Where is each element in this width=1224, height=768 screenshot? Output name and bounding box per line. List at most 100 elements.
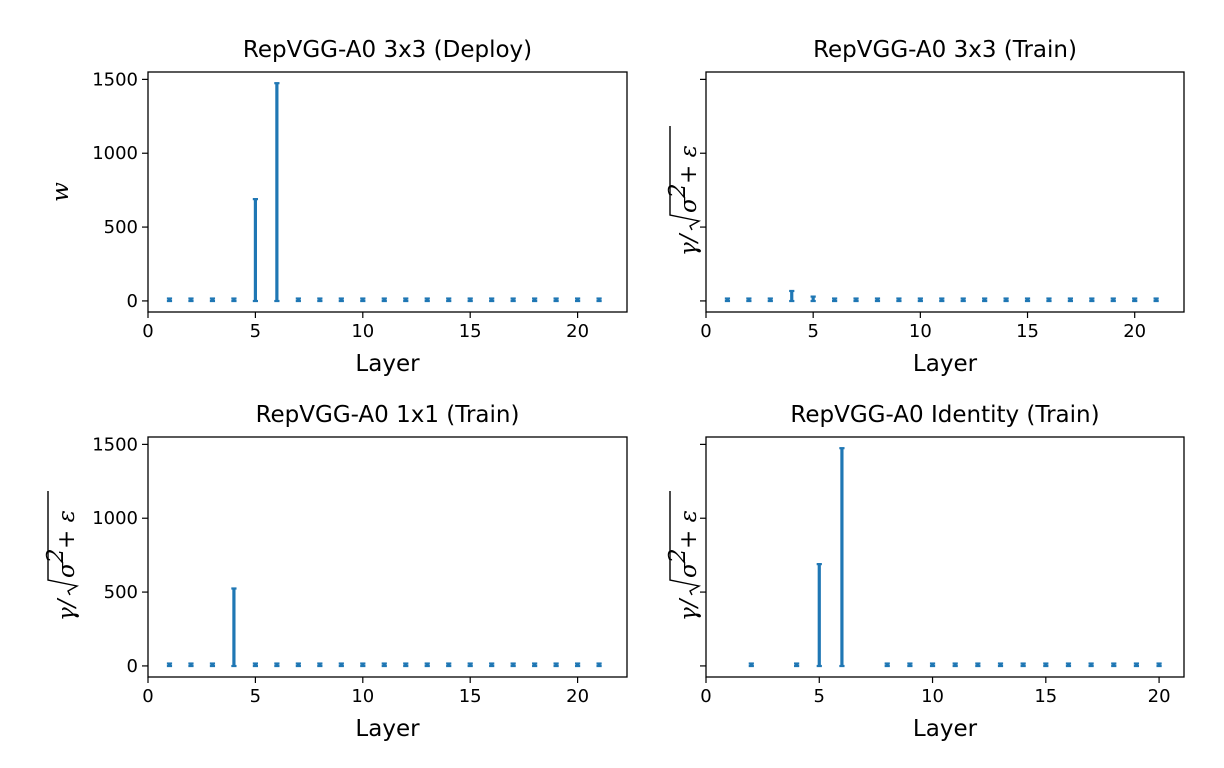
range-max-cap-layer-6 [274, 82, 280, 85]
y-axis-label: γ/σ2+ ε [665, 126, 702, 256]
range-bar-layer-6 [833, 298, 837, 301]
range-bar-layer-15 [468, 298, 472, 301]
panel-title: RepVGG-A0 3x3 (Deploy) [243, 37, 532, 63]
range-bar-layer-20 [575, 298, 580, 301]
panel-2: RepVGG-A0 3x3 (Train) 0 5 10 15 20 Layer γ/σ2+ … [665, 37, 1185, 377]
range-min-cap-layer-6 [839, 664, 845, 668]
range-max-cap-layer-8 [317, 662, 323, 665]
range-bar-layer-8 [318, 663, 322, 666]
range-bar-layer-14 [447, 663, 451, 666]
range-min-cap-layer-5 [816, 664, 822, 668]
range-bar-layer-1 [725, 298, 730, 301]
x-tick-label: 0 [700, 686, 711, 707]
range-max-cap-layer-1 [166, 662, 173, 665]
x-tick-label: 15 [1034, 686, 1057, 707]
range-min-cap-layer-6 [274, 299, 280, 303]
sqrt-radical [669, 126, 701, 231]
range-max-cap-layer-18 [1089, 297, 1095, 300]
range-max-cap-layer-17 [510, 297, 516, 300]
range-max-cap-layer-10 [917, 297, 923, 300]
range-min-cap-layer-7 [295, 299, 301, 303]
range-max-cap-layer-6 [832, 297, 838, 300]
range-bar-layer-8 [318, 298, 322, 301]
range-max-cap-layer-3 [209, 297, 216, 300]
range-max-cap-layer-1 [724, 297, 731, 300]
range-bar-layer-10 [361, 298, 365, 301]
x-tick-label: 5 [250, 321, 261, 342]
range-bar-layer-15 [1044, 663, 1048, 666]
range-max-cap-layer-19 [1110, 297, 1116, 300]
range-max-cap-layer-21 [596, 662, 602, 665]
range-min-cap-layer-21 [596, 664, 602, 668]
range-bar-layer-20 [1133, 298, 1137, 301]
range-bar-layer-11 [940, 298, 944, 301]
svg-text:σ: σ [54, 561, 80, 578]
range-min-cap-layer-2 [748, 664, 754, 668]
range-bar-layer-4 [232, 588, 236, 666]
range-bar-layer-6 [840, 448, 844, 666]
range-bar-layer-13 [998, 663, 1003, 666]
y-axis-label: γ/σ2+ ε [665, 491, 702, 621]
range-min-cap-layer-11 [381, 299, 387, 303]
range-min-cap-layer-15 [1024, 299, 1031, 303]
y-tick-label: 500 [104, 217, 138, 238]
range-bar-layer-17 [511, 663, 515, 666]
range-max-cap-layer-9 [338, 297, 344, 300]
svg-text:γ/: γ/ [676, 597, 702, 621]
range-bar-layer-14 [447, 298, 451, 301]
range-min-cap-layer-5 [252, 299, 258, 303]
range-min-cap-layer-17 [510, 664, 516, 668]
range-min-cap-layer-19 [553, 664, 559, 668]
range-min-cap-layer-17 [1088, 664, 1094, 668]
range-min-cap-layer-10 [929, 664, 936, 668]
range-max-cap-layer-11 [381, 297, 387, 300]
range-min-cap-layer-15 [467, 299, 473, 303]
range-max-cap-layer-19 [1133, 662, 1140, 665]
range-bar-layer-10 [930, 663, 935, 666]
range-bar-layer-5 [817, 564, 821, 666]
range-max-cap-layer-5 [252, 198, 258, 201]
range-min-cap-layer-16 [1046, 299, 1052, 303]
plot-frame [147, 436, 628, 678]
range-min-cap-layer-5 [252, 664, 258, 668]
range-max-cap-layer-19 [553, 662, 559, 665]
range-bar-layer-9 [339, 663, 343, 666]
range-bar-layer-19 [1111, 298, 1115, 301]
range-min-cap-layer-8 [317, 299, 323, 303]
plot-frame [705, 71, 1185, 313]
panel-1: RepVGG-A0 3x3 (Deploy) 0 5 10 15 20 0 500 1000 15… [48, 37, 628, 377]
range-max-cap-layer-3 [209, 662, 216, 665]
range-max-cap-layer-9 [907, 662, 913, 665]
panel-4: RepVGG-A0 Identity (Train) 0 5 10 15 20 Layer γ… [665, 402, 1185, 742]
range-min-cap-layer-17 [1067, 299, 1073, 303]
range-bar-layer-11 [382, 298, 386, 301]
range-max-cap-layer-15 [467, 297, 473, 300]
range-bar-layer-18 [533, 298, 537, 301]
panel-3: RepVGG-A0 1x1 (Train) 0 5 10 15 20 0 500 1000 150… [43, 402, 628, 742]
range-max-cap-layer-10 [929, 662, 936, 665]
range-bar-layer-12 [404, 663, 408, 666]
range-min-cap-layer-18 [1089, 299, 1095, 303]
x-tick-label: 0 [142, 321, 153, 342]
range-min-cap-layer-13 [982, 299, 988, 303]
range-min-cap-layer-1 [724, 299, 731, 303]
range-min-cap-layer-12 [403, 299, 409, 303]
range-bar-layer-1 [167, 298, 172, 301]
range-min-cap-layer-12 [975, 664, 981, 668]
range-min-cap-layer-4 [789, 299, 795, 303]
x-tick-label: 10 [909, 321, 932, 342]
x-tick-label: 0 [700, 321, 711, 342]
range-min-cap-layer-14 [446, 299, 452, 303]
svg-text:+ ε: + ε [54, 510, 80, 549]
range-max-cap-layer-17 [1067, 297, 1073, 300]
range-min-cap-layer-3 [209, 664, 216, 668]
range-max-cap-layer-9 [338, 662, 344, 665]
range-min-cap-layer-14 [1020, 664, 1026, 668]
range-bar-layer-16 [1047, 298, 1051, 301]
range-min-cap-layer-13 [424, 299, 430, 303]
range-min-cap-layer-7 [853, 299, 859, 303]
plot-frame [147, 71, 628, 313]
range-min-cap-layer-20 [574, 664, 581, 668]
x-tick-label: 20 [1148, 686, 1171, 707]
